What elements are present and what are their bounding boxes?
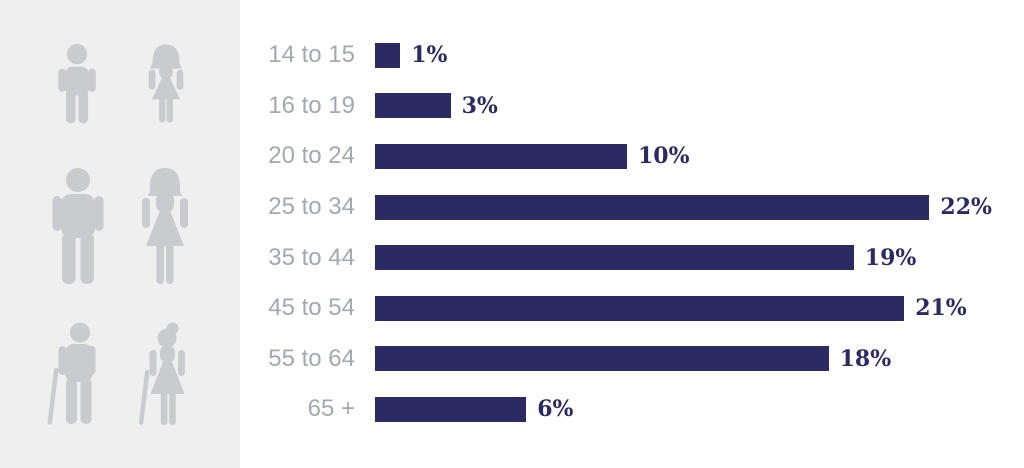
category-label: 65 + [307,395,355,423]
bar-row: 45 to 54 21% [240,283,1024,334]
category-label: 20 to 24 [268,142,355,170]
bar [375,396,527,422]
value-label: 19% [864,244,917,271]
value-label: 6% [537,396,574,423]
bar [375,194,930,220]
category-label: 45 to 54 [268,294,355,322]
category-label: 25 to 34 [268,193,355,221]
bar-row: 55 to 64 18% [240,334,1024,385]
value-label: 3% [461,92,498,119]
bar [375,143,627,169]
adult-male-icon [46,167,110,285]
bar [375,245,854,271]
child-male-icon [51,42,103,126]
bar-row: 14 to 15 1% [240,30,1024,81]
bar-row: 65 + 6% [240,384,1024,435]
child-female-icon [140,42,192,126]
bar [375,346,829,372]
senior-female-icon [136,322,198,426]
value-label: 22% [940,194,992,221]
category-label: 14 to 15 [268,41,355,69]
value-label: 18% [839,345,892,372]
bar-row: 16 to 19 3% [240,81,1024,132]
bar [375,295,905,321]
bar [375,42,401,68]
category-label: 55 to 64 [268,344,355,372]
bar-row: 20 to 24 10% [240,131,1024,182]
value-label: 21% [915,295,967,322]
value-label: 10% [638,143,690,170]
senior-male-icon [47,322,109,426]
bar [375,93,451,119]
value-label: 1% [411,42,448,69]
category-label: 35 to 44 [268,243,355,271]
bar-row: 25 to 34 22% [240,182,1024,233]
demographics-panel [0,0,240,468]
bar-row: 35 to 44 19% [240,232,1024,283]
age-bar-chart: 14 to 15 1% 16 to 19 3% 20 to 24 10% 25 to 34 2… [240,30,1024,440]
adult-female-icon [133,167,197,285]
category-label: 16 to 19 [268,91,355,119]
